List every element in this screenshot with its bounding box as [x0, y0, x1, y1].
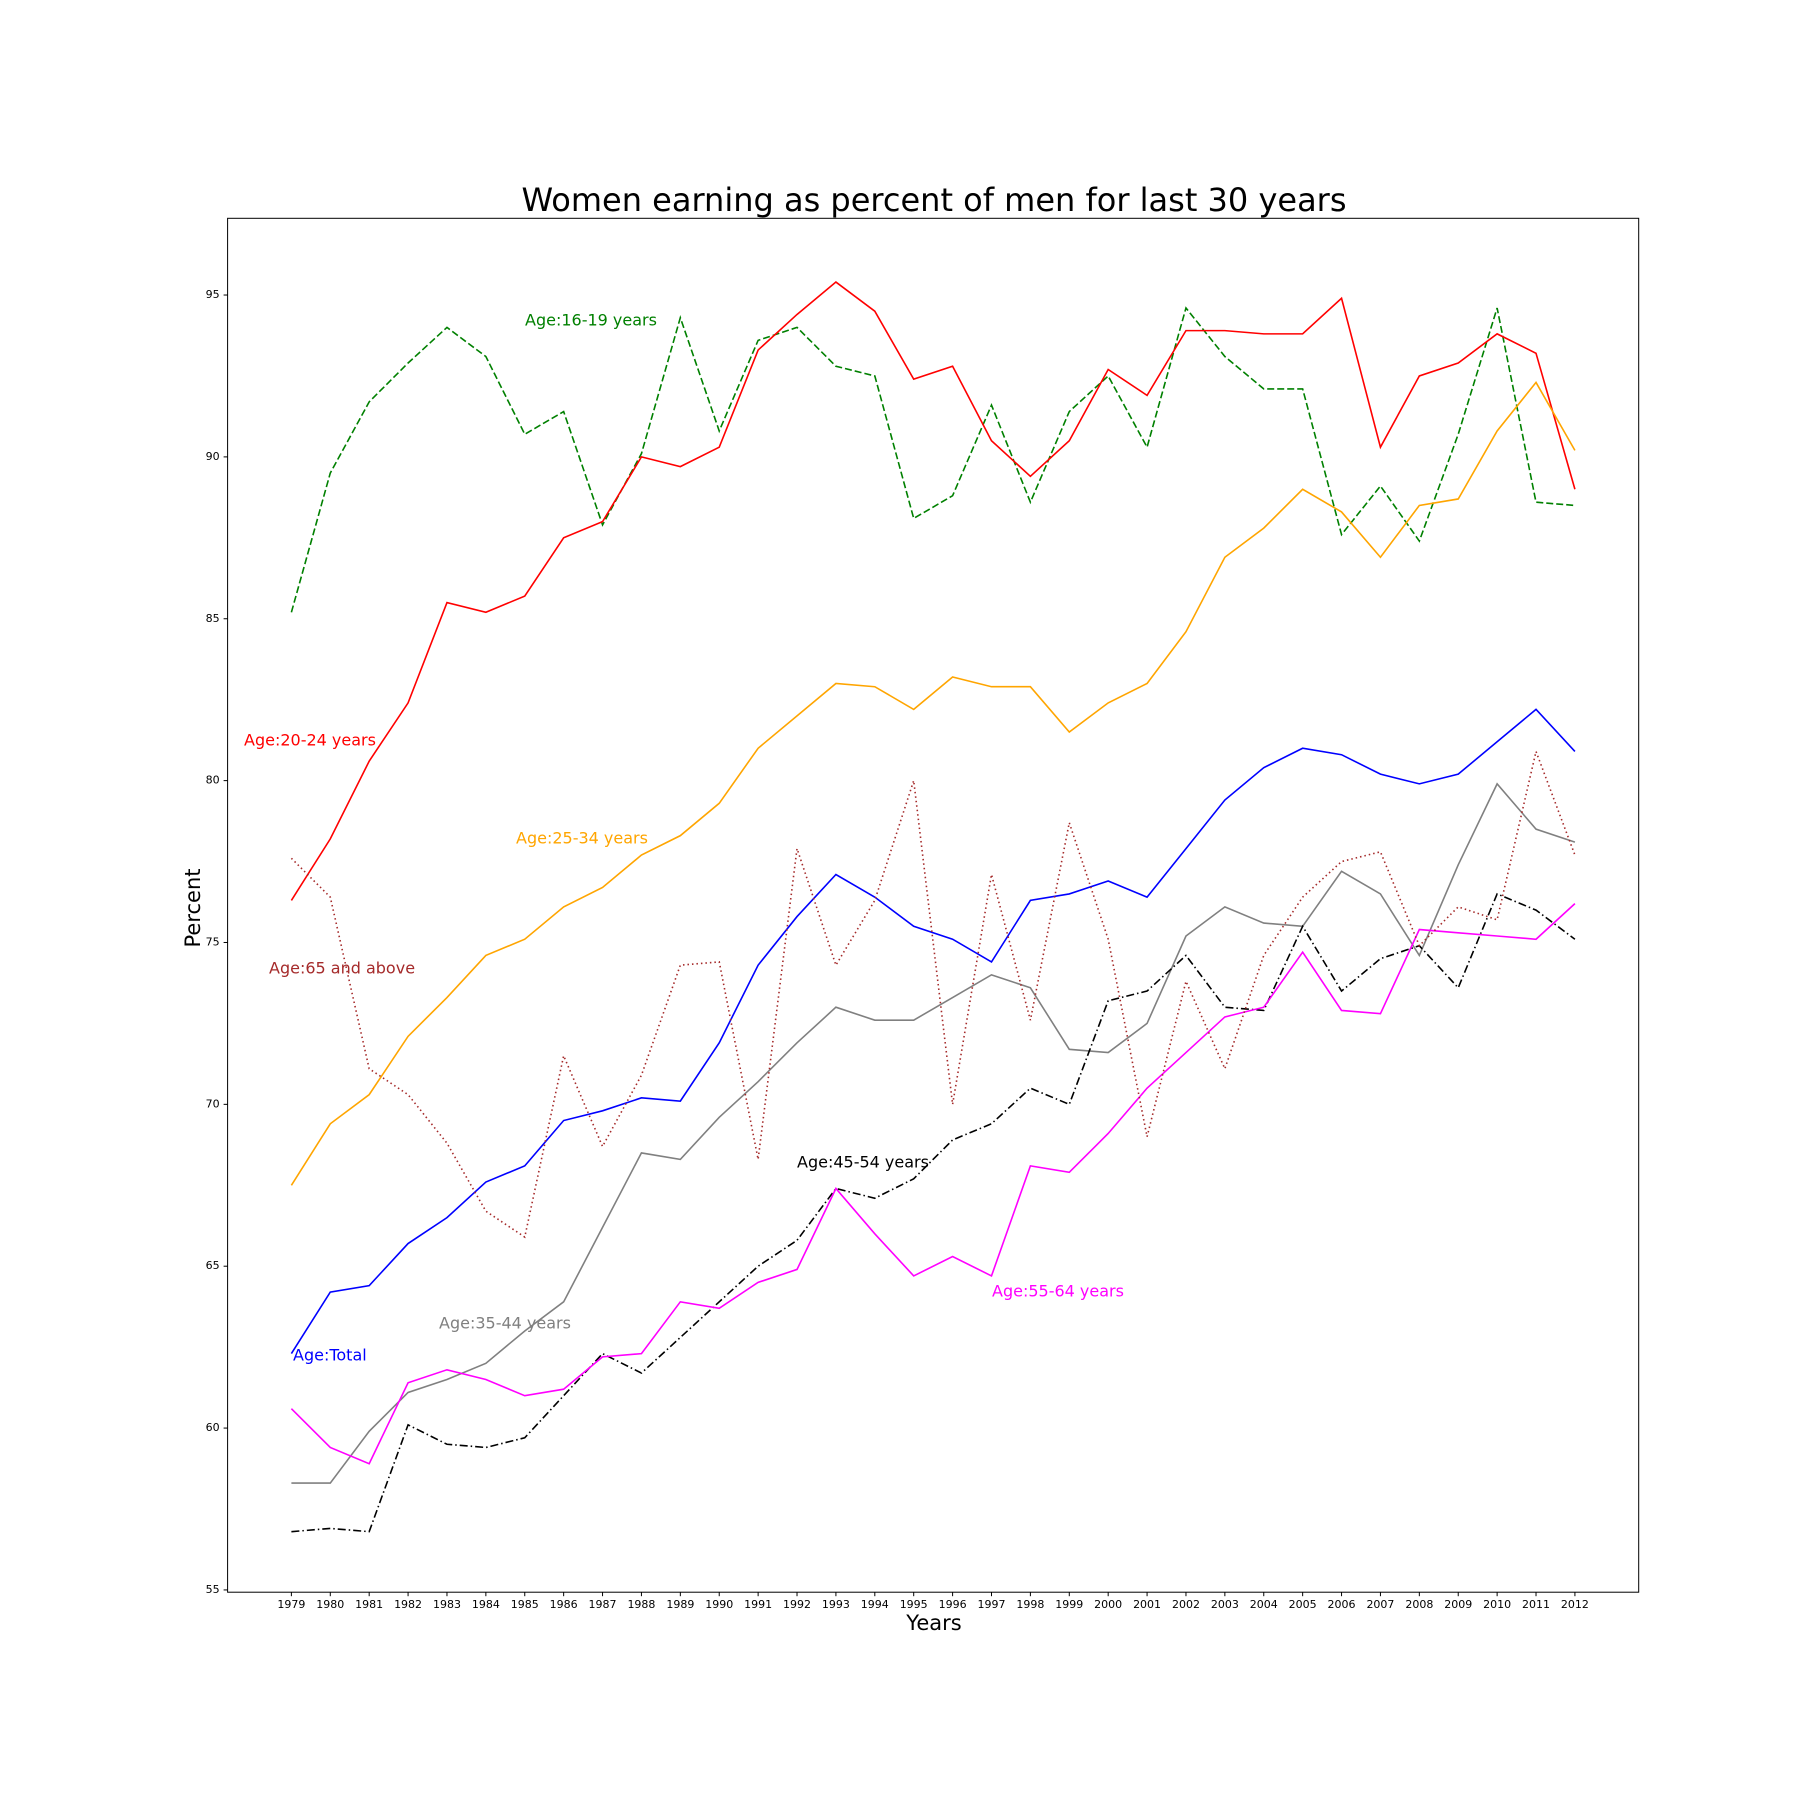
chart-title: Women earning as percent of men for last…	[521, 181, 1346, 219]
x-tick-label: 1984	[472, 1598, 500, 1611]
plot-frame	[227, 217, 1640, 1593]
series-line	[290, 748, 1576, 1239]
series-line	[291, 892, 1576, 1533]
x-tick-label: 1993	[822, 1598, 850, 1611]
series-line	[290, 708, 1576, 1355]
series-line	[290, 306, 1575, 613]
y-axis-label: Percent	[181, 868, 205, 947]
x-tick-label: 1996	[939, 1598, 967, 1611]
x-tick-label: 1994	[861, 1598, 889, 1611]
x-tick-label: 1989	[666, 1598, 694, 1611]
x-tick-label: 2000	[1094, 1598, 1122, 1611]
x-tick-label: 2004	[1250, 1598, 1278, 1611]
x-tick-label: 2005	[1289, 1598, 1317, 1611]
x-tick-label: 2012	[1561, 1598, 1589, 1611]
y-tick-label: 90	[206, 450, 220, 463]
series-line	[290, 381, 1576, 1186]
series-annotation: Age:25-34 years	[516, 829, 648, 848]
series-annotation: Age:Total	[293, 1346, 367, 1365]
x-tick-label: 1997	[977, 1598, 1005, 1611]
x-tick-label: 1980	[316, 1598, 344, 1611]
x-tick-label: 1990	[705, 1598, 733, 1611]
y-tick-label: 60	[206, 1421, 220, 1434]
x-tick-label: 2003	[1211, 1598, 1239, 1611]
series-annotation: Age:45-54 years	[797, 1153, 929, 1172]
y-tick-label: 70	[206, 1097, 220, 1110]
x-tick-label: 1982	[394, 1598, 422, 1611]
x-tick-label: 2010	[1483, 1598, 1511, 1611]
series-line	[290, 903, 1576, 1465]
series-line	[290, 281, 1576, 901]
x-tick-label: 1998	[1016, 1598, 1044, 1611]
x-tick-label: 1979	[277, 1598, 305, 1611]
series-annotation: Age:16-19 years	[525, 311, 657, 330]
y-tick-label: 55	[206, 1583, 220, 1596]
series-annotation: Age:20-24 years	[244, 731, 376, 750]
x-tick-label: 2011	[1522, 1598, 1550, 1611]
y-tick-label: 80	[206, 774, 220, 787]
x-tick-label: 2002	[1172, 1598, 1200, 1611]
y-tick-label: 75	[206, 935, 220, 948]
y-tick-label: 95	[206, 288, 220, 301]
x-tick-label: 2008	[1405, 1598, 1433, 1611]
x-tick-label: 1987	[589, 1598, 617, 1611]
series-annotation: Age:65 and above	[269, 959, 415, 978]
x-tick-label: 1988	[627, 1598, 655, 1611]
y-tick-label: 85	[206, 612, 220, 625]
y-tick-label: 65	[206, 1259, 220, 1272]
series-annotation: Age:35-44 years	[439, 1314, 571, 1333]
x-tick-label: 2009	[1444, 1598, 1472, 1611]
x-tick-label: 1981	[355, 1598, 383, 1611]
x-tick-label: 2001	[1133, 1598, 1161, 1611]
x-tick-label: 1991	[744, 1598, 772, 1611]
x-tick-label: 1986	[550, 1598, 578, 1611]
series-annotation: Age:55-64 years	[992, 1282, 1124, 1301]
x-tick-label: 1995	[900, 1598, 928, 1611]
x-axis-label: Years	[905, 1611, 961, 1635]
x-tick-label: 2007	[1366, 1598, 1394, 1611]
x-tick-label: 1992	[783, 1598, 811, 1611]
x-tick-label: 2006	[1328, 1598, 1356, 1611]
x-tick-label: 1983	[433, 1598, 461, 1611]
x-tick-label: 1985	[511, 1598, 539, 1611]
x-tick-label: 1999	[1055, 1598, 1083, 1611]
series-line	[291, 782, 1576, 1484]
